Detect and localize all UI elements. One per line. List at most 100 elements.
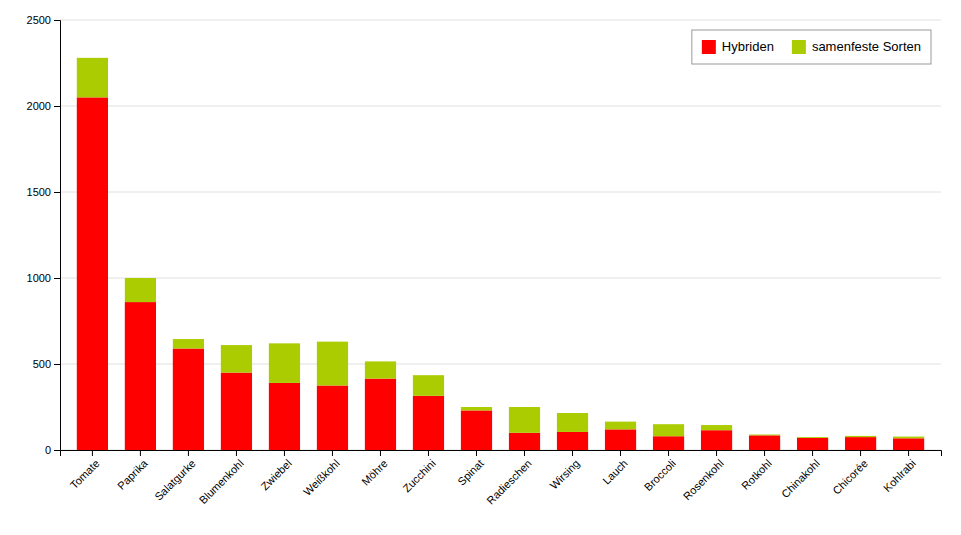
bar [797, 438, 828, 450]
bar [413, 396, 444, 450]
tick: Zucchini [400, 450, 437, 495]
tick-mark [476, 450, 477, 456]
tick-label: Salatgurke [152, 457, 198, 503]
tick-label: Tomate [68, 457, 102, 491]
tick-label: 0 [45, 444, 51, 456]
bar [125, 278, 156, 302]
tick-mark [284, 450, 285, 456]
x-axis: Tomate PaprikaSalatgurkeBlumenkohl Zwiebel… [61, 450, 942, 507]
series [77, 97, 924, 450]
tick-mark [572, 450, 573, 456]
tick: Zwiebel [258, 450, 293, 492]
tick-mark [380, 450, 381, 456]
tick-mark [620, 450, 621, 456]
tick-label: Lauch [600, 457, 630, 487]
tick-label: Broccoli [642, 457, 678, 493]
tick-label: Rotkohl [739, 457, 774, 492]
tick-mark [860, 450, 861, 456]
tick-mark [716, 450, 717, 456]
tick-mark [54, 106, 60, 107]
bar [749, 435, 780, 450]
bar [77, 97, 108, 450]
tick-mark [54, 278, 60, 279]
tick-label: 500 [33, 358, 51, 370]
tick-mark [140, 450, 141, 456]
legend-label: samenfeste Sorten [812, 39, 921, 54]
tick: Radieschen [484, 450, 534, 507]
plot: 0 500 1000 1500 2000 2500 Tomate PaprikaSalatgu… [27, 14, 942, 507]
bar [365, 379, 396, 450]
bar [749, 434, 780, 436]
grid-line [60, 192, 941, 193]
tick-label: Kohlrabi [881, 457, 918, 494]
tick: Salatgurke [152, 450, 198, 503]
tick: Broccoli [642, 450, 678, 493]
tick: 2000 [27, 100, 60, 112]
tick: 1000 [27, 272, 60, 284]
tick: Blumenkohl [197, 450, 246, 506]
bar [845, 437, 876, 450]
grid [60, 20, 941, 450]
tick-mark [812, 450, 813, 456]
tick-mark [54, 364, 60, 365]
bar [365, 361, 396, 378]
bar [701, 425, 732, 430]
bar [605, 429, 636, 450]
tick-mark [908, 450, 909, 456]
legend-box [692, 30, 931, 64]
tick-mark [524, 450, 525, 456]
tick: 1500 [27, 186, 60, 198]
bar [845, 436, 876, 437]
tick-label: Zwiebel [258, 457, 293, 492]
tick: Lauch [600, 450, 630, 487]
bar [173, 339, 204, 348]
tick: Kohlrabi [881, 450, 918, 494]
axis-line [54, 21, 61, 451]
series [77, 58, 924, 438]
bar [653, 436, 684, 450]
tick: Spinat [455, 450, 486, 488]
tick-label: Radieschen [484, 457, 534, 507]
tick-label: 2000 [27, 100, 51, 112]
bar [701, 430, 732, 450]
tick-label: Paprika [115, 456, 150, 491]
bar [509, 407, 540, 433]
bar [461, 410, 492, 450]
axis-line [61, 451, 942, 457]
legend-swatch [792, 40, 806, 54]
legend-item: samenfeste Sorten [792, 39, 921, 54]
bar [461, 407, 492, 410]
bar [173, 349, 204, 450]
legend-item: Hybriden [702, 39, 774, 54]
tick: 500 [33, 358, 60, 370]
tick-label: Chinakohl [779, 457, 822, 500]
grid-line [60, 278, 941, 279]
tick-mark [188, 450, 189, 456]
bar [509, 433, 540, 450]
tick: Weißkohl [301, 450, 342, 498]
tick-mark [54, 450, 60, 451]
tick-mark [332, 450, 333, 456]
tick: Rosenkohl [681, 450, 726, 502]
tick: Chinakohl [779, 450, 822, 500]
bar [269, 343, 300, 383]
legend-label: Hybriden [722, 39, 774, 54]
tick-mark [54, 20, 60, 21]
tick-label: Chicorée [830, 457, 870, 497]
bar [797, 437, 828, 439]
bar [125, 302, 156, 450]
tick-mark [236, 450, 237, 456]
tick-mark [668, 450, 669, 456]
bar [653, 424, 684, 436]
tick: Paprika [115, 450, 150, 492]
tick: 0 [45, 444, 60, 456]
bar [77, 58, 108, 98]
tick-label: 2500 [27, 14, 51, 26]
tick: 2500 [27, 14, 60, 26]
tick: Rotkohl [739, 450, 774, 492]
tick-label: 1000 [27, 272, 51, 284]
bar [413, 375, 444, 396]
tick: Tomate [68, 450, 102, 491]
bar [605, 422, 636, 430]
tick: Chicorée [830, 450, 870, 497]
